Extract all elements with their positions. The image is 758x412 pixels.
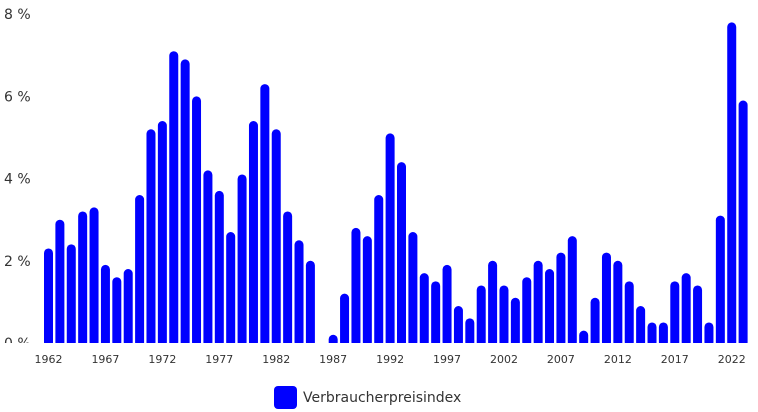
legend-label[interactable]: Verbraucherpreisindex [303,389,462,406]
bar-1968[interactable] [112,277,122,347]
x-tick-label: 1972 [148,353,176,366]
y-tick-label: 4 % [4,172,31,188]
bar-1981[interactable] [260,84,270,347]
bar-1979[interactable] [237,174,247,347]
x-tick-label: 1987 [319,353,347,366]
bar-2012[interactable] [613,260,623,347]
legend: Verbraucherpreisindex [274,386,461,409]
x-tick-label: 1962 [35,353,63,366]
y-tick-label: 8 % [4,7,31,23]
bar-2005[interactable] [533,260,543,347]
bars [0,22,758,349]
bar-2014[interactable] [636,306,646,347]
bar-2021[interactable] [715,215,725,347]
bar-2015[interactable] [647,322,657,347]
bar-2013[interactable] [624,281,634,347]
bar-1984[interactable] [294,240,304,347]
bar-2010[interactable] [590,297,600,347]
bar-1994[interactable] [408,232,418,347]
bar-2003[interactable] [510,297,520,347]
legend-swatch-icon[interactable] [274,386,297,409]
bar-2009[interactable] [579,330,589,347]
bar-2023[interactable] [738,100,748,347]
bar-2004[interactable] [522,277,532,347]
bar-1982[interactable] [271,129,281,347]
x-tick-label: 2012 [604,353,632,366]
bar-1963[interactable] [55,219,65,347]
bar-1967[interactable] [100,264,110,347]
bar-2006[interactable] [545,269,555,347]
bar-1978[interactable] [226,232,236,347]
x-tick-label: 1977 [205,353,233,366]
bar-1998[interactable] [453,306,463,347]
x-tick-label: 2022 [718,353,746,366]
bar-2002[interactable] [499,285,509,347]
bar-2001[interactable] [488,260,498,347]
bar-1964[interactable] [66,244,76,347]
bar-1993[interactable] [397,162,406,347]
y-tick-label: 6 % [4,89,31,105]
bar-1969[interactable] [123,269,133,347]
bar-1985[interactable] [305,260,315,347]
bar-1997[interactable] [442,264,452,347]
bar-2008[interactable] [567,236,577,347]
x-axis: 1962 1967 1972 1977 1982 1987 1992 1997 2002 2007… [35,353,746,366]
bar-2016[interactable] [658,322,668,347]
bar-2019[interactable] [693,285,703,347]
bar-1975[interactable] [192,96,202,348]
bar-2000[interactable] [476,285,486,347]
bar-1989[interactable] [351,227,361,347]
bar-1992[interactable] [385,133,395,347]
bar-1966[interactable] [89,207,99,347]
x-tick-label: 2007 [547,353,575,366]
bar-1970[interactable] [135,195,145,347]
x-tick-label: 1967 [91,353,119,366]
bar-2020[interactable] [704,322,714,347]
bar-2022[interactable] [727,22,737,347]
bar-1962[interactable] [44,248,53,347]
bar-1973[interactable] [169,51,179,347]
x-tick-label: 1997 [433,353,461,366]
bar-1980[interactable] [248,121,258,347]
bar-1991[interactable] [374,195,384,347]
x-tick-label: 2002 [490,353,518,366]
bar-1976[interactable] [203,170,213,347]
bar-1977[interactable] [214,190,224,347]
y-tick-label: 2 % [4,254,31,270]
bar-1988[interactable] [340,293,350,347]
bar-1999[interactable] [465,318,475,347]
bar-1974[interactable] [180,59,190,347]
x-tick-label: 1992 [376,353,404,366]
bar-chart: 0 %2 %4 %6 %8 % 196219671972197719821987… [0,7,758,366]
bar-1971[interactable] [146,129,156,347]
bar-2017[interactable] [670,281,680,347]
bar-2018[interactable] [681,273,691,347]
y-axis: 0 %2 %4 %6 %8 % [4,7,31,352]
x-tick-label: 2017 [661,353,689,366]
bar-1983[interactable] [283,211,293,347]
bar-2007[interactable] [556,252,566,347]
bar-1996[interactable] [431,281,441,347]
bar-1990[interactable] [362,236,372,347]
bar-1995[interactable] [419,273,429,347]
x-tick-label: 1982 [262,353,290,366]
bar-2011[interactable] [601,252,611,347]
bar-1972[interactable] [157,121,167,347]
bar-1965[interactable] [78,211,88,347]
